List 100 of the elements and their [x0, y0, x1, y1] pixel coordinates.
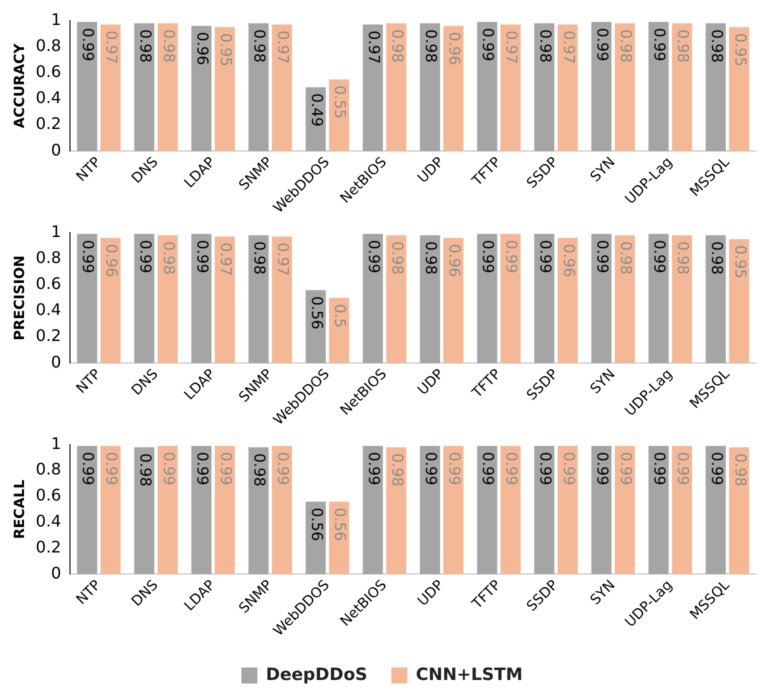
- bar: [77, 22, 98, 152]
- data-label: 0.98: [616, 241, 635, 275]
- data-label: 0.99: [79, 240, 98, 274]
- y-tick-label: 0.4: [36, 512, 62, 531]
- data-label: 0.96: [446, 244, 464, 278]
- data-label: 0.97: [560, 30, 578, 64]
- data-label: 0.99: [594, 452, 612, 486]
- data-label: 0.98: [674, 29, 692, 63]
- bar: [558, 24, 578, 152]
- data-label: 0.98: [250, 453, 269, 487]
- data-label: 0.99: [79, 28, 98, 62]
- data-label: 0.55: [331, 85, 350, 119]
- y-tick-label: 1: [51, 10, 62, 29]
- data-label: 0.97: [274, 242, 292, 276]
- bar: [386, 235, 406, 364]
- bar: [77, 234, 98, 364]
- data-label: 0.99: [194, 240, 212, 274]
- y-tick-label: 0.2: [36, 114, 62, 134]
- bar: [191, 446, 212, 574]
- data-label: 0.5: [331, 304, 350, 328]
- y-tick-label: 0.4: [36, 300, 62, 320]
- data-label: 0.99: [274, 452, 292, 486]
- legend-label: CNN+LSTM: [416, 664, 523, 685]
- data-label: 0.99: [479, 240, 498, 274]
- bar: [477, 22, 498, 152]
- bar: [443, 26, 464, 152]
- y-tick-label: 0.8: [36, 248, 62, 267]
- bar: [362, 234, 383, 364]
- data-label: 0.99: [79, 452, 98, 486]
- data-label: 0.56: [308, 296, 326, 330]
- bar: [591, 22, 612, 152]
- bar: [248, 447, 269, 574]
- bar: [614, 235, 635, 364]
- bar: [672, 446, 692, 574]
- bar: [706, 23, 726, 152]
- data-label: 0.99: [364, 240, 383, 274]
- bar: [214, 446, 235, 574]
- bar: [706, 446, 726, 574]
- bar: [591, 446, 612, 574]
- bar: [558, 238, 578, 364]
- bar: [329, 298, 350, 364]
- data-label: 0.98: [136, 453, 154, 487]
- bar: [100, 24, 121, 152]
- data-label: 0.97: [102, 30, 121, 64]
- bar: [534, 234, 554, 364]
- y-axis-title: PRECISION: [12, 255, 28, 340]
- data-label: 0.97: [364, 30, 383, 64]
- data-label: 0.99: [216, 452, 235, 486]
- data-label: 0.99: [160, 452, 178, 486]
- data-label: 0.99: [422, 452, 440, 486]
- data-label: 0.99: [674, 452, 692, 486]
- data-label: 0.98: [708, 241, 726, 275]
- bar: [100, 446, 121, 574]
- bar: [100, 238, 121, 364]
- data-label: 0.99: [650, 452, 669, 486]
- bar: [158, 235, 178, 364]
- bar: [420, 235, 440, 364]
- data-label: 0.98: [422, 29, 440, 63]
- data-label: 0.99: [194, 452, 212, 486]
- data-label: 0.98: [136, 29, 154, 63]
- bar: [191, 234, 212, 364]
- data-label: 0.97: [274, 30, 292, 64]
- bar: [362, 24, 383, 152]
- bar: [214, 27, 235, 152]
- legend-label: DeepDDoS: [266, 664, 368, 685]
- bar: [420, 23, 440, 152]
- bar: [272, 446, 292, 574]
- data-label: 0.99: [536, 240, 554, 274]
- data-label: 0.99: [136, 240, 154, 274]
- y-tick-label: 0.4: [36, 88, 62, 108]
- y-tick-label: 0.6: [36, 274, 62, 294]
- bar: [500, 446, 521, 574]
- data-label: 0.99: [650, 240, 669, 274]
- data-label: 0.99: [536, 452, 554, 486]
- data-label: 0.49: [308, 93, 326, 127]
- bar: [477, 234, 498, 364]
- bar: [729, 447, 750, 574]
- y-tick-label: 1: [51, 222, 62, 241]
- data-label: 0.99: [479, 452, 498, 486]
- data-label: 0.99: [479, 28, 498, 62]
- bar: [706, 235, 726, 364]
- bar: [443, 238, 464, 364]
- data-label: 0.95: [731, 245, 750, 279]
- data-label: 0.99: [594, 240, 612, 274]
- data-label: 0.98: [708, 29, 726, 63]
- bar: [420, 446, 440, 574]
- data-label: 0.98: [160, 29, 178, 63]
- data-label: 0.98: [422, 241, 440, 275]
- bar: [248, 235, 269, 364]
- y-tick-label: 0.2: [36, 537, 62, 556]
- bar: [248, 23, 269, 152]
- bar: [134, 234, 154, 364]
- bar: [158, 23, 178, 152]
- bar: [306, 290, 326, 364]
- data-label: 0.99: [650, 28, 669, 62]
- bar: [191, 26, 212, 152]
- bar: [477, 446, 498, 574]
- data-label: 0.98: [388, 453, 406, 487]
- bar: [362, 446, 383, 574]
- data-label: 0.98: [536, 29, 554, 63]
